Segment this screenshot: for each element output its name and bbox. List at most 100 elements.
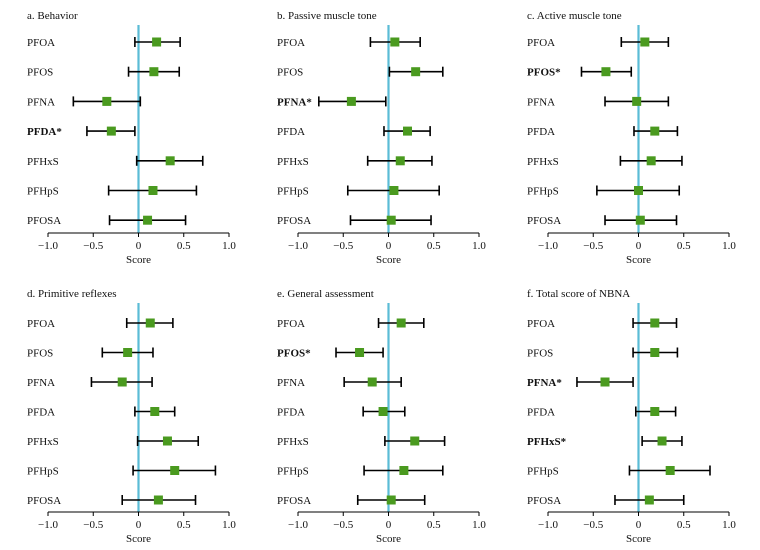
row-label: PFHxS [277, 156, 309, 168]
estimate-marker [410, 436, 420, 446]
x-tick-label: 0.5 [427, 240, 441, 252]
estimate-marker [632, 96, 642, 106]
row-label: PFOS [27, 67, 53, 79]
row-label: PFDA [527, 126, 555, 138]
x-axis-label: Score [376, 533, 401, 545]
estimate-marker [601, 67, 611, 77]
row-label: PFOS [277, 67, 303, 79]
estimate-marker [123, 348, 133, 357]
row-label: PFHxS [277, 436, 309, 448]
row-label: PFDA* [27, 126, 62, 138]
estimate-marker [162, 436, 172, 446]
estimate-marker [411, 67, 421, 77]
row-label: PFHpS [277, 466, 309, 478]
estimate-marker [378, 407, 388, 416]
x-tick-label: −0.5 [333, 519, 353, 531]
estimate-marker [650, 318, 660, 328]
estimate-marker [640, 37, 650, 47]
row-label: PFDA [527, 407, 555, 419]
row-label: PFOS* [277, 348, 311, 360]
estimate-marker [152, 37, 162, 47]
estimate-marker [403, 126, 413, 136]
estimate-marker [665, 466, 675, 475]
row-label: PFHpS [27, 186, 59, 198]
row-label: PFOS [527, 348, 553, 360]
row-label: PFNA [27, 96, 55, 108]
row-label: PFOA [277, 318, 305, 330]
x-tick-label: 0.5 [177, 240, 191, 252]
x-tick-label: 1.0 [722, 240, 736, 252]
row-label: PFDA [277, 407, 305, 419]
estimate-marker [650, 407, 660, 416]
estimate-marker [657, 436, 667, 446]
estimate-marker [106, 126, 116, 136]
x-tick-label: −1.0 [38, 240, 58, 252]
estimate-marker [117, 377, 127, 387]
estimate-marker [600, 377, 610, 387]
row-label: PFNA [27, 377, 55, 389]
forest-panel-5: e. General assessment PFOA PFOS* PFNA PFDA PF… [277, 288, 486, 545]
row-label: PFHpS [527, 466, 559, 478]
row-label: PFNA [527, 96, 555, 108]
forest-panel-6: f. Total score of NBNA PFOA PFOS PFNA* PFDA P… [527, 288, 736, 545]
panel-title: a. Behavior [27, 10, 78, 22]
x-tick-label: 0 [136, 519, 142, 531]
x-tick-label: 0 [636, 519, 642, 531]
x-tick-label: −0.5 [583, 519, 603, 531]
x-tick-label: 0 [636, 240, 642, 252]
row-label: PFHpS [277, 186, 309, 198]
x-axis-label: Score [626, 254, 651, 266]
estimate-marker [149, 67, 159, 77]
row-label: PFHxS [27, 436, 59, 448]
x-tick-label: 1.0 [472, 519, 486, 531]
estimate-marker [389, 186, 399, 195]
estimate-marker [145, 318, 155, 328]
forest-panel-2: b. Passive muscle tone PFOA PFOS PFNA* PFDA P… [277, 10, 486, 266]
row-label: PFOSA [527, 215, 561, 227]
panel-title: e. General assessment [277, 288, 374, 300]
estimate-marker [390, 37, 400, 47]
estimate-marker [395, 156, 405, 166]
forest-panel-3: c. Active muscle tone PFOA PFOS* PFNA PFDA PF… [527, 10, 736, 266]
x-axis-label: Score [626, 533, 651, 545]
x-tick-label: 0.5 [177, 519, 191, 531]
x-tick-label: 0 [386, 240, 392, 252]
x-tick-label: 0.5 [427, 519, 441, 531]
estimate-marker [153, 495, 163, 505]
x-tick-label: −0.5 [583, 240, 603, 252]
estimate-marker [386, 495, 396, 505]
x-tick-label: −0.5 [83, 519, 103, 531]
estimate-marker [399, 466, 409, 475]
estimate-marker [367, 377, 377, 387]
row-label: PFDA [277, 126, 305, 138]
estimate-marker [355, 348, 365, 357]
panel-title: b. Passive muscle tone [277, 10, 377, 22]
row-label: PFHpS [527, 186, 559, 198]
row-label: PFOA [277, 37, 305, 49]
estimate-marker [170, 466, 180, 475]
estimate-marker [650, 126, 660, 136]
x-tick-label: 1.0 [222, 240, 236, 252]
x-tick-label: −1.0 [38, 519, 58, 531]
row-label: PFOSA [527, 495, 561, 507]
row-label: PFOSA [277, 215, 311, 227]
x-tick-label: 0 [136, 240, 142, 252]
panel-title: c. Active muscle tone [527, 10, 622, 22]
row-label: PFOSA [277, 495, 311, 507]
row-label: PFOA [527, 37, 555, 49]
x-tick-label: 1.0 [722, 519, 736, 531]
estimate-marker [165, 156, 175, 166]
x-tick-label: 0.5 [677, 240, 691, 252]
row-label: PFOS* [527, 67, 561, 79]
forest-panel-1: a. Behavior PFOA PFOS PFNA PFDA* PFHxS PFHpS PF… [27, 10, 236, 266]
panel-title: f. Total score of NBNA [527, 288, 630, 300]
estimate-marker [346, 96, 356, 106]
forest-panel-4: d. Primitive reflexes PFOA PFOS PFNA PFDA PFH… [27, 288, 236, 545]
x-tick-label: 1.0 [222, 519, 236, 531]
x-tick-label: 1.0 [472, 240, 486, 252]
row-label: PFOA [27, 318, 55, 330]
x-axis-label: Score [126, 533, 151, 545]
row-label: PFOA [27, 37, 55, 49]
panel-title: d. Primitive reflexes [27, 288, 117, 300]
